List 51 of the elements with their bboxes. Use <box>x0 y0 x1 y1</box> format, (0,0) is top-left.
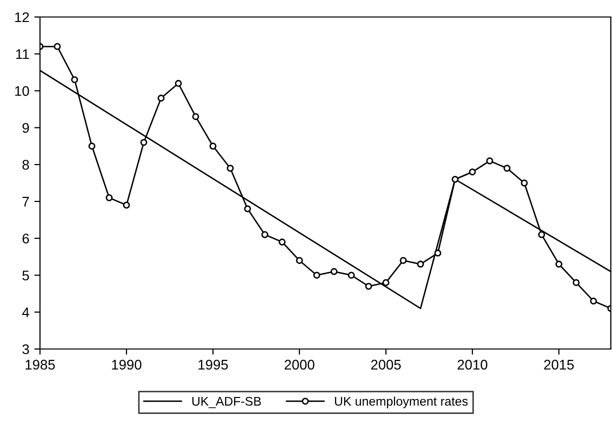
y-tick-label: 8 <box>22 160 29 170</box>
point <box>555 260 562 268</box>
point <box>123 202 130 209</box>
legend-label: UK unemployment rates <box>335 396 468 408</box>
point <box>330 268 338 276</box>
x-tick-label: 1995 <box>198 360 228 370</box>
point <box>590 298 597 305</box>
point <box>382 279 390 286</box>
point <box>226 164 234 172</box>
point <box>468 168 476 176</box>
point <box>174 80 182 87</box>
point <box>313 272 320 279</box>
x-tick-label: 1990 <box>112 360 142 370</box>
x-tick-label: 1985 <box>26 360 55 370</box>
point <box>400 256 407 264</box>
y-tick-label: 10 <box>15 86 30 96</box>
point <box>538 231 546 238</box>
point <box>417 260 424 268</box>
point <box>140 138 148 146</box>
y-tick-label: 4 <box>22 308 30 318</box>
y-tick-label: 7 <box>22 196 29 206</box>
point <box>209 142 216 150</box>
point <box>244 205 252 212</box>
x-tick-label: 2010 <box>458 360 488 370</box>
point <box>54 43 61 50</box>
point <box>520 180 528 186</box>
point <box>192 113 200 120</box>
legend-label: UK_ADF-SB <box>192 396 261 408</box>
point <box>365 282 372 290</box>
point <box>261 231 268 238</box>
y-tick-label: 6 <box>22 234 29 244</box>
point <box>572 279 580 286</box>
y-tick-label: 12 <box>15 12 29 22</box>
y-tick-label: 3 <box>22 344 29 354</box>
y-tick-label: 9 <box>22 123 29 133</box>
point <box>434 250 442 257</box>
point <box>296 256 303 264</box>
point <box>504 164 510 172</box>
point <box>106 194 113 202</box>
point <box>348 272 355 279</box>
y-tick-label: 5 <box>22 270 29 280</box>
point <box>278 238 286 246</box>
point <box>88 142 96 150</box>
point <box>158 94 165 102</box>
x-tick-label: 2015 <box>544 360 574 370</box>
point <box>452 176 459 183</box>
point <box>71 76 78 84</box>
y-tick-label: 11 <box>16 49 29 59</box>
point <box>486 157 494 164</box>
x-tick-label: 2005 <box>371 360 401 370</box>
x-tick-label: 2000 <box>284 360 314 370</box>
